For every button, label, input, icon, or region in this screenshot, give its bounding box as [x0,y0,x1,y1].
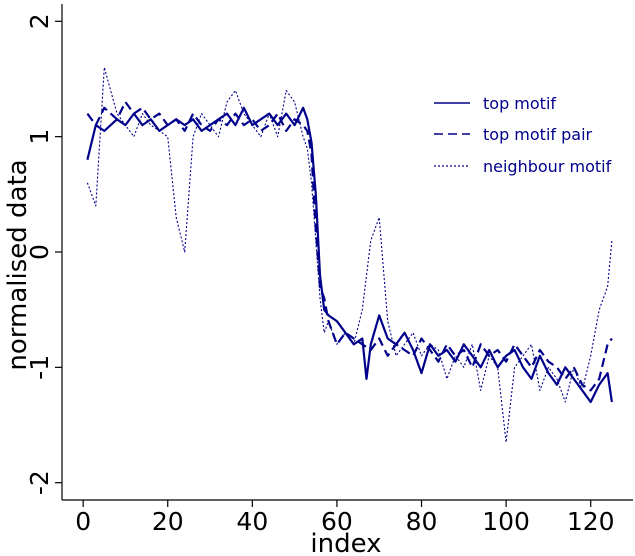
legend-label-top-motif: top motif [483,94,556,113]
axes [61,4,633,501]
legend: top motif top motif pair neighbour motif [434,94,612,176]
y-tick-label: 2 [25,13,54,29]
legend-label-neighbour-motif: neighbour motif [483,157,612,176]
y-tick-label: 1 [25,129,54,145]
x-tick-label: 0 [75,507,91,536]
series-line-top-motif [86,106,613,404]
x-tick-label: 120 [567,507,615,536]
y-tick-label: -1 [25,355,54,380]
y-ticks: -2 -1 0 1 2 [25,13,62,495]
x-tick-label: 40 [236,507,268,536]
x-tick-label: 100 [482,507,530,536]
x-tick-label: 20 [152,507,184,536]
x-axis-title: index [310,529,381,556]
x-tick-label: 80 [406,507,438,536]
legend-label-top-motif-pair: top motif pair [483,125,593,144]
series-line-top-motif-pair [86,100,613,392]
x-ticks: 0 20 40 60 80 100 120 [75,500,615,536]
x-tick-label: 60 [321,507,353,536]
y-tick-label: -2 [25,470,54,495]
y-tick-label: 0 [25,244,54,260]
y-axis-title: normalised data [3,159,33,370]
series-layer [86,66,613,443]
